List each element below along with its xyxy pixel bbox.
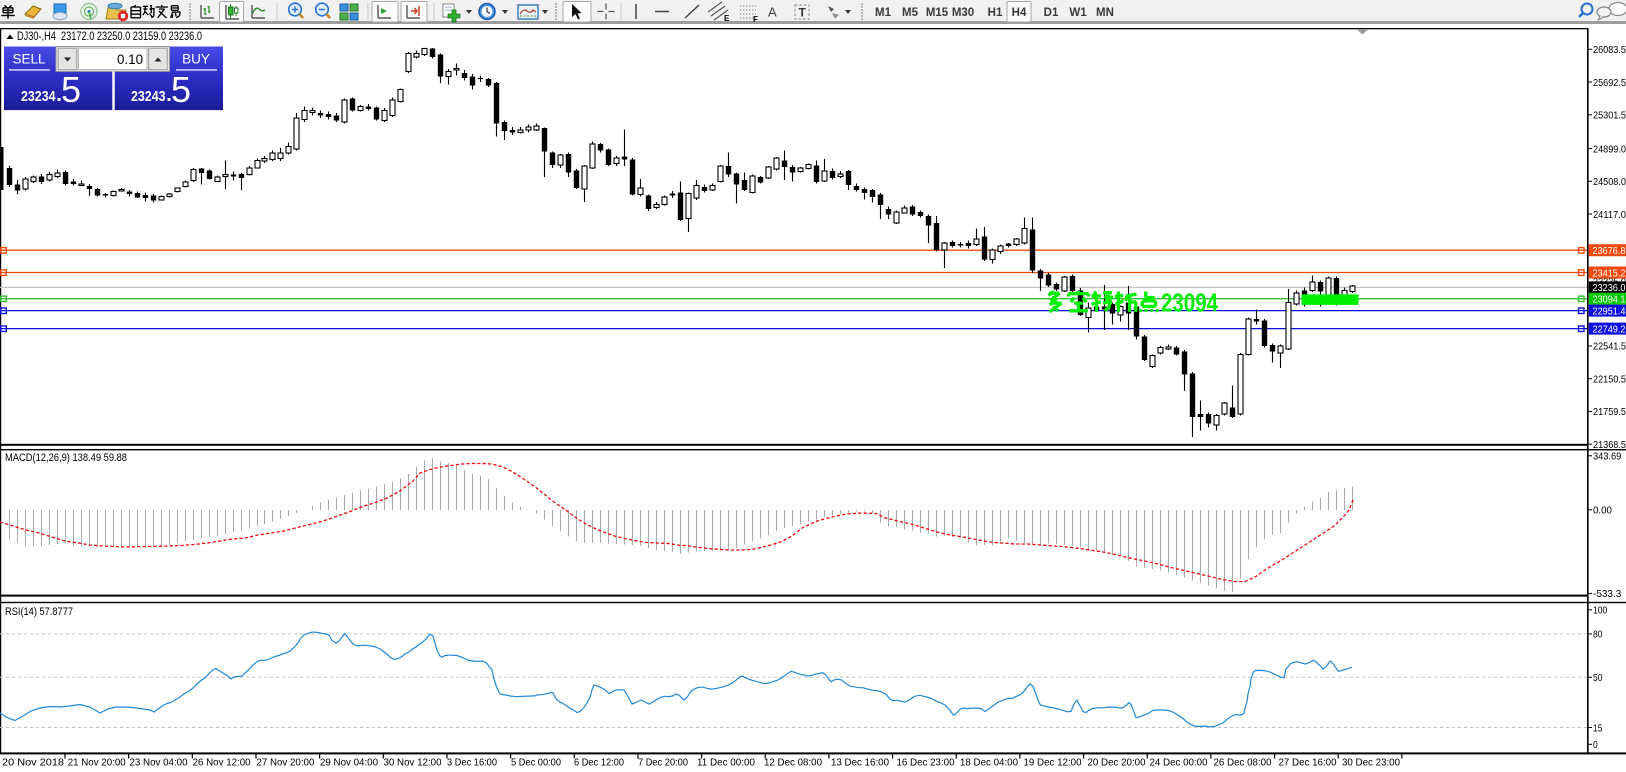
svg-text:21 Nov 20:00: 21 Nov 20:00 <box>68 757 126 769</box>
svg-text:30 Dec 23:00: 30 Dec 23:00 <box>1342 757 1400 769</box>
svg-text:25692.5: 25692.5 <box>1593 77 1626 89</box>
svg-text:11 Dec 00:00: 11 Dec 00:00 <box>697 757 755 769</box>
svg-text:M15: M15 <box>926 7 949 19</box>
svg-text:0.10: 0.10 <box>117 52 143 67</box>
svg-text:22951.4: 22951.4 <box>1593 305 1626 317</box>
svg-text:80: 80 <box>1593 629 1603 641</box>
svg-text:26 Nov 12:00: 26 Nov 12:00 <box>193 757 251 769</box>
svg-text:23 Nov 04:00: 23 Nov 04:00 <box>130 757 188 769</box>
svg-text:22541.5: 22541.5 <box>1593 341 1626 353</box>
svg-text:15: 15 <box>1593 722 1603 734</box>
svg-text:7 Dec 20:00: 7 Dec 20:00 <box>638 757 688 769</box>
svg-text:50: 50 <box>1593 672 1603 684</box>
svg-text:5: 5 <box>61 69 81 110</box>
svg-text:20 Nov 2018: 20 Nov 2018 <box>2 757 64 769</box>
svg-text:24508.0: 24508.0 <box>1593 176 1626 188</box>
svg-text:M30: M30 <box>952 7 974 19</box>
svg-text:E: E <box>724 14 730 23</box>
svg-text:16 Dec 23:00: 16 Dec 23:00 <box>897 757 955 769</box>
svg-text:27 Nov 20:00: 27 Nov 20:00 <box>256 757 314 769</box>
svg-text:5: 5 <box>171 69 191 110</box>
svg-text:22749.2: 22749.2 <box>1593 323 1626 335</box>
svg-text:343.69: 343.69 <box>1593 451 1621 463</box>
svg-text:18 Dec 04:00: 18 Dec 04:00 <box>960 757 1018 769</box>
svg-text:BUY: BUY <box>182 52 210 67</box>
svg-text:MACD(12,26,9) 138.49 59.88: MACD(12,26,9) 138.49 59.88 <box>5 452 127 464</box>
svg-text:H4: H4 <box>1012 7 1027 19</box>
svg-text:19 Dec 12:00: 19 Dec 12:00 <box>1024 757 1082 769</box>
svg-text:5 Dec 00:00: 5 Dec 00:00 <box>511 757 561 769</box>
svg-text:23094: 23094 <box>1161 288 1218 318</box>
svg-text:27 Dec 16:00: 27 Dec 16:00 <box>1279 757 1337 769</box>
svg-text:23243: 23243 <box>131 88 166 105</box>
svg-text:30 Nov 12:00: 30 Nov 12:00 <box>384 757 442 769</box>
svg-text:24 Dec 00:00: 24 Dec 00:00 <box>1150 757 1208 769</box>
svg-text:A: A <box>768 5 777 20</box>
svg-text:0: 0 <box>1593 739 1598 751</box>
svg-text:23415.2: 23415.2 <box>1593 267 1626 279</box>
svg-text:23676.8: 23676.8 <box>1593 245 1626 257</box>
svg-text:26 Dec 08:00: 26 Dec 08:00 <box>1214 757 1272 769</box>
svg-text:23094.1: 23094.1 <box>1593 294 1626 306</box>
svg-text:M1: M1 <box>875 7 892 19</box>
svg-text:W1: W1 <box>1069 7 1087 19</box>
svg-text:SELL: SELL <box>12 52 46 67</box>
svg-text:23234: 23234 <box>21 88 56 105</box>
svg-text:3 Dec 16:00: 3 Dec 16:00 <box>447 757 497 769</box>
svg-text:F: F <box>753 15 758 24</box>
svg-text:25301.5: 25301.5 <box>1593 110 1626 122</box>
svg-text:MN: MN <box>1096 7 1114 19</box>
svg-text:20 Dec 20:00: 20 Dec 20:00 <box>1088 757 1146 769</box>
svg-text:6 Dec 12:00: 6 Dec 12:00 <box>574 757 624 769</box>
svg-text:29 Nov 04:00: 29 Nov 04:00 <box>320 757 378 769</box>
svg-text:-533.3: -533.3 <box>1593 588 1621 600</box>
svg-text:21368.5: 21368.5 <box>1593 439 1626 451</box>
svg-text:RSI(14) 57.8777: RSI(14) 57.8777 <box>5 606 73 618</box>
svg-text:23236.0: 23236.0 <box>1593 282 1626 294</box>
svg-text:24899.0: 24899.0 <box>1593 143 1626 155</box>
svg-text:13 Dec 16:00: 13 Dec 16:00 <box>831 757 889 769</box>
svg-text:DJ30-,H4 23172.0 23250.0 2315: DJ30-,H4 23172.0 23250.0 23159.0 23236.0 <box>17 31 202 43</box>
svg-text:21759.5: 21759.5 <box>1593 406 1626 418</box>
svg-text:H1: H1 <box>988 7 1003 19</box>
svg-text:22150.5: 22150.5 <box>1593 373 1626 385</box>
svg-text:T: T <box>799 6 807 20</box>
svg-text:M5: M5 <box>902 7 919 19</box>
svg-text:24117.0: 24117.0 <box>1593 209 1626 221</box>
svg-text:D1: D1 <box>1044 7 1059 19</box>
svg-text:100: 100 <box>1593 605 1607 617</box>
svg-text:26083.5: 26083.5 <box>1593 44 1626 56</box>
svg-text:12 Dec 08:00: 12 Dec 08:00 <box>764 757 822 769</box>
svg-text:0.00: 0.00 <box>1593 505 1612 517</box>
